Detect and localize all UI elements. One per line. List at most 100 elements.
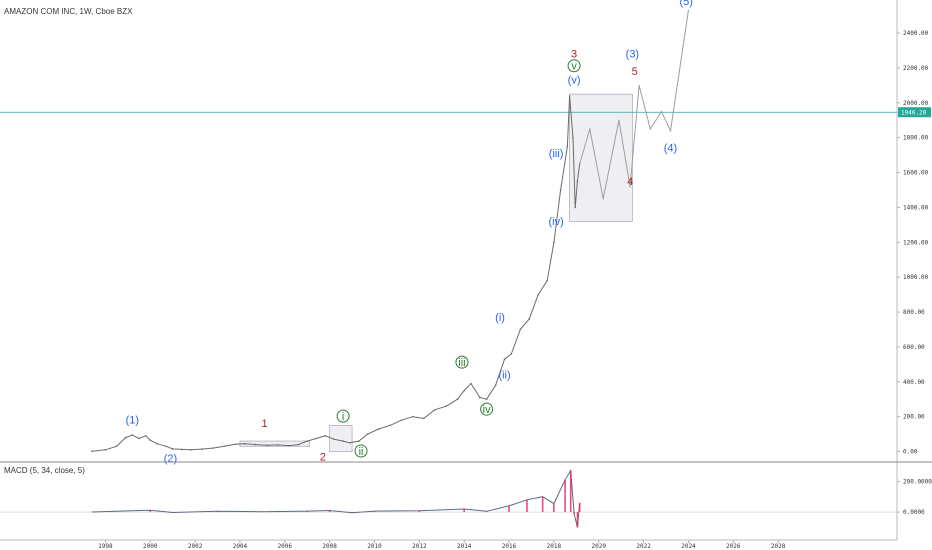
price-point bbox=[189, 448, 192, 451]
price-point bbox=[288, 444, 291, 447]
box-group bbox=[239, 93, 633, 452]
price-point bbox=[254, 443, 257, 446]
x-tick-label: 2012 bbox=[412, 543, 427, 550]
y-tick-label: 1200.00 bbox=[903, 239, 929, 246]
price-point bbox=[156, 442, 158, 445]
macd-y-tick-label: 0.0000 bbox=[903, 509, 925, 516]
price-point bbox=[234, 443, 237, 446]
price-point bbox=[456, 398, 459, 401]
projection-point bbox=[602, 198, 604, 200]
price-point bbox=[115, 445, 118, 448]
macd-histogram-bar bbox=[306, 511, 309, 513]
price-point bbox=[366, 433, 369, 435]
macd-histogram-bar bbox=[463, 508, 465, 513]
price-point bbox=[434, 408, 436, 411]
price-point bbox=[165, 445, 167, 448]
y-tick-label: 2400.00 bbox=[903, 30, 929, 37]
y-tick-label: 1800.00 bbox=[903, 135, 929, 142]
wave-label: i bbox=[342, 411, 344, 423]
price-point bbox=[131, 434, 134, 436]
y-tick-label: 1000.00 bbox=[903, 274, 929, 281]
price-point bbox=[470, 382, 472, 385]
price-point bbox=[315, 437, 317, 440]
price-point bbox=[528, 318, 531, 320]
chart-title: AMAZON COM INC, 1W, Cboe BZX bbox=[4, 7, 133, 16]
price-point bbox=[519, 328, 522, 331]
price-point bbox=[358, 440, 360, 442]
range-box-2 bbox=[569, 93, 633, 222]
macd-histogram-bar bbox=[553, 503, 555, 513]
macd-y-tick-label: 200.0000 bbox=[903, 478, 932, 485]
x-tick-label: 2014 bbox=[457, 543, 472, 550]
wave-label: iv bbox=[483, 404, 491, 416]
y-tick-label: 400.00 bbox=[903, 379, 925, 386]
macd-histogram-bar bbox=[216, 511, 219, 513]
price-point bbox=[266, 444, 268, 447]
wave-label: 1 bbox=[262, 418, 268, 430]
wave-label: (4) bbox=[664, 143, 677, 155]
wave-label: (iii) bbox=[549, 148, 564, 160]
price-point bbox=[104, 448, 107, 451]
macd-histogram-bar bbox=[526, 499, 528, 513]
price-point bbox=[423, 417, 425, 420]
wave-label: (5) bbox=[679, 0, 692, 8]
wave-label-circle bbox=[336, 409, 350, 423]
macd-histogram-bar bbox=[373, 511, 376, 513]
price-point bbox=[568, 95, 571, 97]
projection-point bbox=[687, 9, 690, 12]
price-point bbox=[389, 424, 391, 427]
macd-histogram-bar bbox=[576, 512, 579, 528]
price-point bbox=[349, 442, 351, 444]
wave-label-circle bbox=[480, 402, 494, 416]
projection-point bbox=[660, 110, 663, 113]
x-tick-label: 2006 bbox=[278, 543, 293, 550]
projection-point bbox=[638, 84, 640, 87]
main-plot[interactable] bbox=[0, 9, 897, 452]
y-tick-label: 800.00 bbox=[903, 309, 925, 316]
y-tick-label: 1600.00 bbox=[903, 170, 929, 177]
price-point bbox=[243, 442, 246, 445]
macd-histogram-bar bbox=[573, 512, 575, 514]
price-point bbox=[342, 440, 344, 442]
wave-label: (iv) bbox=[548, 216, 563, 228]
y-axis: 0.00 200.00 400.00 600.00 800.00 1000.00 1200.… bbox=[897, 30, 931, 456]
wave-label: (3) bbox=[626, 49, 639, 61]
projection-point bbox=[629, 185, 631, 188]
y-tick-label: 0.00 bbox=[903, 449, 918, 456]
projection-line[interactable] bbox=[579, 10, 689, 199]
x-tick-label: 2026 bbox=[726, 543, 741, 550]
price-line[interactable] bbox=[91, 95, 581, 452]
macd-histogram-bar bbox=[508, 505, 510, 513]
price-point bbox=[463, 389, 465, 392]
price-point bbox=[171, 448, 174, 450]
price-point bbox=[576, 180, 579, 183]
price-point bbox=[124, 436, 127, 439]
y-tick-label: 2000.00 bbox=[903, 100, 929, 107]
price-point bbox=[537, 293, 539, 296]
wave-label: v bbox=[571, 61, 577, 73]
wave-label: 4 bbox=[627, 176, 633, 188]
macd-histogram-bar bbox=[569, 470, 572, 513]
price-point bbox=[149, 439, 152, 442]
price-point bbox=[553, 241, 555, 244]
wave-label: (ii) bbox=[498, 369, 510, 381]
projection-point bbox=[578, 163, 581, 165]
price-point bbox=[566, 145, 569, 148]
price-point bbox=[201, 448, 203, 450]
x-tick-label: 2022 bbox=[636, 543, 651, 550]
x-tick-label: 2008 bbox=[322, 543, 337, 550]
macd-histogram-bar bbox=[149, 510, 152, 513]
y-tick-label: 2200.00 bbox=[903, 65, 929, 72]
macd-histogram-bar bbox=[564, 479, 566, 513]
price-point bbox=[445, 405, 448, 408]
projection-point bbox=[618, 119, 620, 121]
price-point bbox=[324, 435, 326, 437]
price-point bbox=[572, 136, 574, 139]
macd-pane[interactable]: 0.0000 200.0000 bbox=[0, 469, 932, 528]
price-point bbox=[494, 384, 497, 387]
y-tick-label: 1400.00 bbox=[903, 204, 929, 211]
price-point bbox=[144, 435, 147, 437]
x-tick-label: 2024 bbox=[681, 543, 696, 550]
wave-label: (i) bbox=[495, 312, 505, 324]
